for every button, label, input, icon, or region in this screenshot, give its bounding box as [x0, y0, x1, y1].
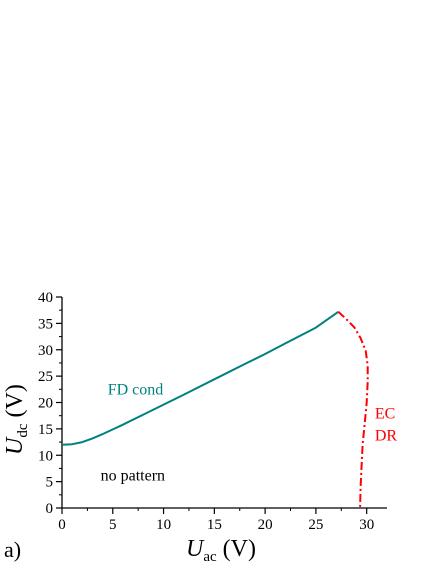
x-axis-label: Uac (V): [186, 536, 256, 564]
x-axis-label-main: U: [186, 536, 205, 562]
y-tick-label: 0: [46, 501, 54, 517]
fd-boundary-line: [61, 310, 339, 446]
y-tick-label: 5: [46, 475, 54, 491]
x-tick-label: 5: [109, 517, 117, 533]
annotation-no-pattern: no pattern: [101, 468, 165, 485]
y-axis-label: Udc (V): [2, 384, 31, 455]
annotation-fd-cond: FD cond: [108, 382, 164, 399]
x-tick-label: 25: [308, 517, 323, 533]
y-tick-label: 35: [38, 316, 53, 332]
series-layer: [61, 310, 369, 509]
y-tick-label: 10: [38, 448, 53, 464]
x-axis-label-sub: ac: [203, 549, 217, 564]
y-tick-label: 30: [38, 343, 53, 359]
ec-boundary-line: [337, 311, 369, 509]
x-tick-label: 20: [258, 517, 273, 533]
x-tick-label: 10: [156, 517, 171, 533]
x-tick-label: 30: [359, 517, 374, 533]
ticks: 0 5 10 15 20 25 30 0 5 10 15 20 25 30 35 40: [38, 290, 374, 533]
y-tick-label: 40: [38, 290, 53, 306]
y-tick-label: 15: [38, 422, 53, 438]
x-axis-label-unit: (V): [223, 536, 256, 562]
panel-label: a): [4, 537, 21, 562]
y-axis-label-main: U: [2, 436, 28, 455]
annotation-dr: DR: [375, 427, 398, 444]
y-axis-label-sub: dc: [15, 423, 31, 438]
y-tick-label: 25: [38, 369, 53, 385]
x-tick-label: 0: [58, 517, 66, 533]
annotations: FD cond no pattern EC DR: [101, 382, 398, 485]
annotation-ec: EC: [375, 405, 395, 422]
y-tick-label: 20: [38, 396, 53, 412]
x-tick-label: 15: [207, 517, 222, 533]
y-axis-label-unit: (V): [2, 384, 28, 417]
